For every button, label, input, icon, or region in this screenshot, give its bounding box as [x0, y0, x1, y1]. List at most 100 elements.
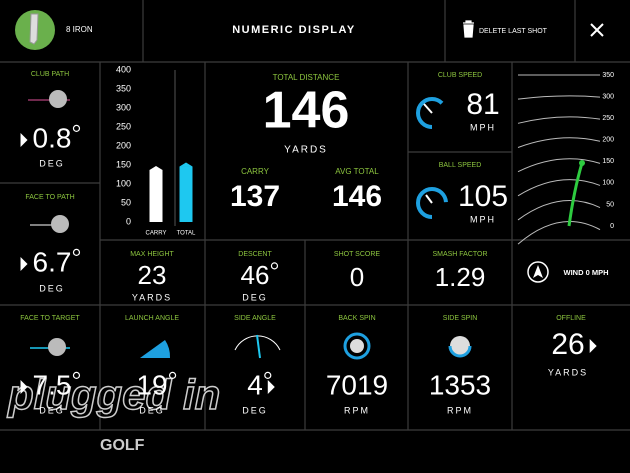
tile-value: 81: [466, 88, 499, 121]
tile-unit: MPH: [470, 214, 496, 224]
range-tick-label: 150: [602, 158, 614, 165]
tile-value: 0.8: [33, 122, 72, 153]
total-unit: YARDS: [284, 145, 328, 156]
y-tick-label: 200: [116, 140, 131, 150]
tile-unit: YARDS: [132, 292, 172, 302]
wind-label: WIND 0 MPH: [564, 268, 609, 277]
degree-mark: [72, 124, 81, 132]
club-name: 8 IRON: [66, 25, 93, 34]
tile-label: SIDE SPIN: [443, 315, 478, 322]
range-tick-label: 50: [606, 201, 614, 208]
tile-value: 105: [458, 180, 508, 213]
ball-icon: [350, 339, 364, 353]
y-tick-label: 250: [116, 121, 131, 131]
y-tick-label: 350: [116, 83, 131, 93]
dividers: [0, 0, 630, 431]
tile-value: 46: [241, 260, 270, 290]
triangle-icon: [20, 380, 28, 394]
range-arc: [517, 95, 601, 100]
screen-title: NUMERIC DISPLAY: [232, 24, 356, 36]
trash-icon: [463, 20, 474, 38]
wind-icon: [527, 261, 549, 283]
bar-cap: [149, 165, 163, 170]
range-arc: [517, 221, 601, 245]
watermark-text: plugged in: [7, 371, 220, 418]
y-tick-label: 50: [121, 197, 131, 207]
range-tick-label: 250: [602, 115, 614, 122]
tile-label: CLUB SPEED: [438, 72, 482, 79]
tile-unit: DEG: [242, 292, 268, 302]
triangle-icon: [20, 257, 28, 271]
tile-label: BACK SPIN: [338, 315, 375, 322]
ball-speed-gauge: [416, 187, 448, 219]
total-value: 146: [263, 82, 350, 140]
triangle-icon: [267, 380, 275, 394]
ball-icon: [51, 215, 69, 233]
avg-value: 146: [332, 180, 382, 213]
degree-mark: [72, 248, 81, 256]
club-speed-gauge: [416, 97, 448, 129]
tile-value: 1.29: [435, 262, 486, 292]
triangle-icon: [20, 133, 28, 147]
range-arc: [517, 116, 601, 124]
bar: [149, 169, 163, 222]
tile-unit: RPM: [447, 405, 473, 415]
tile-label: DESCENT: [238, 251, 272, 258]
iron-icon: [29, 13, 39, 45]
range-tick-label: 0: [610, 223, 614, 230]
club-badge[interactable]: 8 IRON: [15, 10, 93, 50]
shot-trace: [567, 162, 584, 227]
degree-mark: [264, 371, 272, 379]
y-tick-label: 0: [126, 216, 131, 226]
tile-label: FACE TO PATH: [25, 194, 74, 201]
tile-value: 7.5: [33, 369, 72, 400]
tile-value: 4: [247, 369, 263, 400]
watermark-brand: GOLF: [100, 437, 145, 454]
y-tick-label: 100: [116, 178, 131, 188]
side-line: [256, 334, 261, 359]
tile-value: 0: [350, 262, 364, 292]
gauge-needle: [423, 103, 433, 114]
degree-mark: [168, 371, 177, 379]
tile-label: SMASH FACTOR: [432, 251, 487, 258]
tile-unit: DEG: [139, 405, 165, 415]
close-icon: [590, 23, 604, 37]
degree-mark: [270, 262, 279, 270]
avg-label: AVG TOTAL: [335, 167, 379, 176]
range-tick-label: 350: [602, 72, 614, 79]
range-tick-label: 100: [602, 180, 614, 187]
tile-unit: DEG: [39, 283, 65, 293]
tile-label: MAX HEIGHT: [130, 251, 174, 258]
delete-button[interactable]: DELETE LAST SHOT: [463, 20, 548, 38]
tile-unit: YARDS: [548, 367, 588, 377]
tile-unit: DEG: [39, 158, 65, 168]
carry-label: CARRY: [241, 167, 270, 176]
range-tick-label: 200: [602, 137, 614, 144]
tile-label: SHOT SCORE: [334, 251, 380, 258]
tile-unit: MPH: [470, 122, 496, 132]
range-tick-label: 300: [602, 93, 614, 100]
spin-ring: [448, 345, 472, 358]
x-tick-label: CARRY: [146, 231, 167, 237]
close-button[interactable]: [590, 23, 604, 37]
tile-unit: DEG: [39, 405, 65, 415]
wind: WIND 0 MPH: [527, 261, 609, 283]
tile-label: LAUNCH ANGLE: [125, 315, 179, 322]
shot-end: [579, 160, 585, 167]
tile-label: SIDE ANGLE: [234, 315, 276, 322]
tile-label: BALL SPEED: [439, 162, 482, 169]
tile-value: 23: [138, 260, 167, 290]
bar: [179, 166, 193, 222]
ball-icon: [49, 90, 67, 108]
spin-ring: [343, 332, 371, 360]
tile-unit: DEG: [242, 405, 268, 415]
tile-label: OFFLINE: [556, 315, 586, 322]
range-arc: [517, 158, 601, 173]
tile-value: 7019: [326, 369, 388, 400]
tile-label: FACE TO TARGET: [20, 315, 80, 322]
total-label: TOTAL DISTANCE: [273, 73, 340, 82]
bar-cap: [179, 162, 193, 167]
y-tick-label: 300: [116, 102, 131, 112]
